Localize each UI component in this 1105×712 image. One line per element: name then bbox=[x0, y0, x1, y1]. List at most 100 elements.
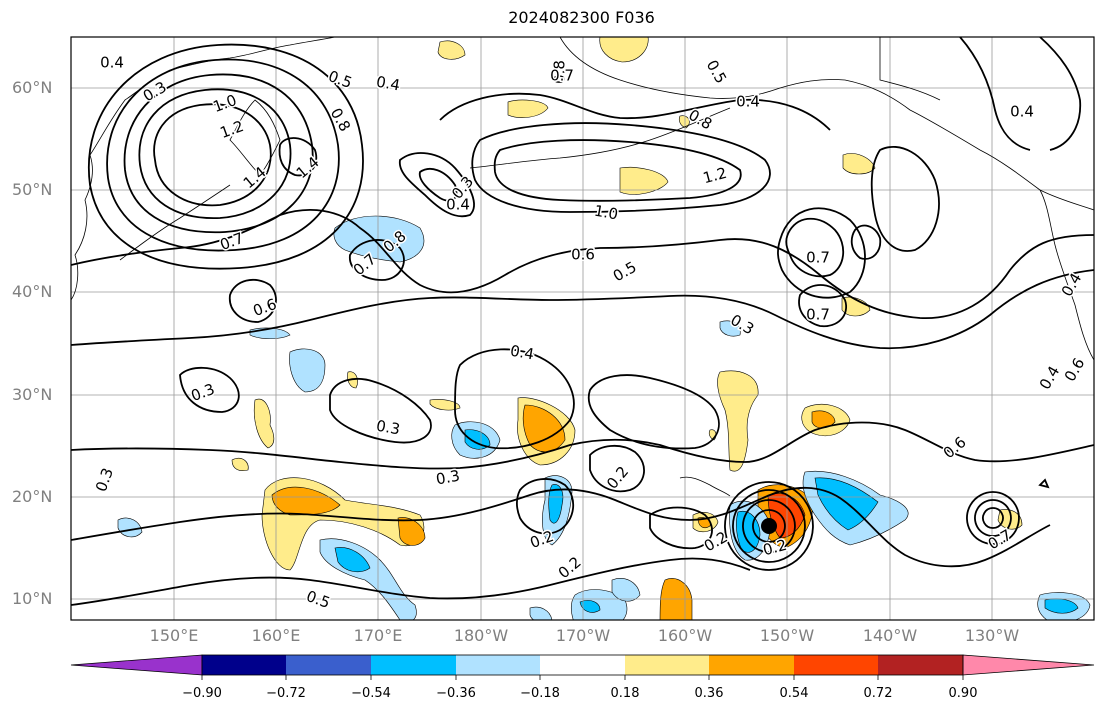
lon-label-170w: 170°W bbox=[555, 626, 611, 645]
contour-label: 0.8 bbox=[551, 60, 569, 84]
contour-line bbox=[742, 499, 796, 553]
positive-shading bbox=[619, 167, 669, 195]
colorbar bbox=[70, 654, 1095, 680]
colorbar-segment bbox=[371, 655, 456, 675]
contour-line bbox=[228, 278, 277, 323]
colorbar-label: −0.72 bbox=[266, 686, 306, 701]
contour-line bbox=[870, 145, 940, 252]
colorbar-label: 0.90 bbox=[948, 686, 978, 701]
lon-label-150e: 150°E bbox=[149, 626, 199, 645]
storm-center bbox=[761, 518, 777, 534]
contour-line bbox=[398, 152, 475, 218]
colorbar-extend-high bbox=[962, 654, 1095, 676]
colorbar-label: −0.18 bbox=[520, 686, 560, 701]
contour-label: 0.4 bbox=[446, 196, 470, 214]
contour-line bbox=[516, 478, 574, 535]
positive-shading bbox=[717, 370, 759, 472]
contour-line bbox=[587, 374, 720, 450]
map-background bbox=[71, 37, 1094, 620]
positive-shading bbox=[507, 99, 549, 118]
contour-line bbox=[1038, 478, 1050, 489]
positive-shading bbox=[811, 410, 836, 429]
contour-line bbox=[589, 445, 645, 493]
lon-label-140w: 140°W bbox=[862, 626, 918, 645]
contour-lines bbox=[71, 37, 1094, 606]
contour-line bbox=[1039, 37, 1082, 151]
lon-label-160e: 160°E bbox=[251, 626, 301, 645]
contour-label: 0.7 bbox=[550, 67, 574, 85]
lat-label-60n: 60°N bbox=[12, 78, 53, 97]
contour-line bbox=[752, 509, 786, 543]
contour-line bbox=[71, 486, 1051, 568]
negative-shading bbox=[464, 429, 491, 450]
coastline-alaska bbox=[559, 37, 1094, 211]
lat-label-10n: 10°N bbox=[12, 589, 53, 608]
contour-line bbox=[439, 92, 831, 131]
contour-line bbox=[649, 506, 713, 550]
lat-label-30n: 30°N bbox=[12, 385, 53, 404]
colorbar-extend-low bbox=[70, 654, 203, 676]
contour-line bbox=[329, 378, 432, 444]
coastlines bbox=[71, 37, 1094, 497]
contour-line bbox=[179, 366, 240, 413]
contour-line bbox=[71, 557, 751, 606]
contour-line bbox=[471, 122, 771, 213]
lat-label-50n: 50°N bbox=[12, 180, 53, 199]
positive-shading bbox=[599, 37, 649, 63]
negative-shading bbox=[289, 348, 326, 393]
colorbar-label: 0.72 bbox=[863, 686, 893, 701]
negative-shading bbox=[117, 517, 143, 538]
contour-line bbox=[278, 137, 318, 177]
colorbar-label: 0.18 bbox=[610, 686, 640, 701]
negative-shading bbox=[611, 578, 641, 602]
colorbar-segment bbox=[709, 655, 794, 675]
lon-label-160w: 160°W bbox=[657, 626, 713, 645]
contour-line bbox=[798, 284, 847, 327]
coastline-kuril bbox=[119, 184, 231, 261]
negative-shading bbox=[579, 600, 601, 613]
contour-line bbox=[454, 348, 575, 450]
positive-shading bbox=[429, 399, 461, 411]
contour-line bbox=[349, 239, 405, 281]
positive-shading bbox=[397, 517, 426, 546]
contour-label: 0.6 bbox=[571, 246, 595, 264]
colorbar-frame bbox=[201, 654, 964, 676]
lat-label-40n: 40°N bbox=[12, 282, 53, 301]
colorbar-segment bbox=[286, 655, 371, 675]
colorbar-segment bbox=[540, 655, 625, 675]
contour-line bbox=[493, 139, 742, 202]
contour-label: 0.4 bbox=[1010, 103, 1034, 121]
colorbar-label: −0.54 bbox=[351, 686, 391, 701]
contour-line bbox=[71, 421, 1094, 470]
colorbar-segment bbox=[625, 655, 709, 675]
lon-label-150w: 150°W bbox=[759, 626, 815, 645]
contour-label: 0.4 bbox=[736, 93, 760, 111]
positive-shading bbox=[678, 115, 690, 129]
contour-line bbox=[71, 269, 1094, 350]
positive-shading bbox=[437, 40, 466, 60]
colorbar-segment bbox=[202, 655, 286, 675]
contour-line bbox=[724, 481, 814, 571]
negative-shading bbox=[570, 589, 628, 620]
contour-line bbox=[959, 37, 1031, 151]
lon-label-170e: 170°E bbox=[353, 626, 403, 645]
colorbar-label: −0.36 bbox=[436, 686, 476, 701]
contour-line bbox=[87, 43, 364, 270]
positive-shading bbox=[842, 153, 876, 175]
contour-line bbox=[71, 209, 1094, 319]
lon-label-180w: 180°W bbox=[453, 626, 509, 645]
contour-line bbox=[777, 207, 866, 299]
contour-label: 0.7 bbox=[806, 306, 830, 324]
colorbar-label: 0.54 bbox=[779, 686, 809, 701]
positive-shading bbox=[253, 398, 275, 449]
coastline-aleutians bbox=[469, 107, 731, 169]
coastline-kamchatka bbox=[229, 99, 281, 176]
positive-shading bbox=[231, 458, 249, 471]
contour-line bbox=[106, 58, 340, 252]
contour-label: 0.4 bbox=[100, 54, 124, 72]
contour-line bbox=[850, 224, 882, 260]
coastline-hawaii bbox=[679, 476, 731, 497]
negative-shading bbox=[334, 547, 371, 573]
contour-line bbox=[785, 217, 844, 278]
